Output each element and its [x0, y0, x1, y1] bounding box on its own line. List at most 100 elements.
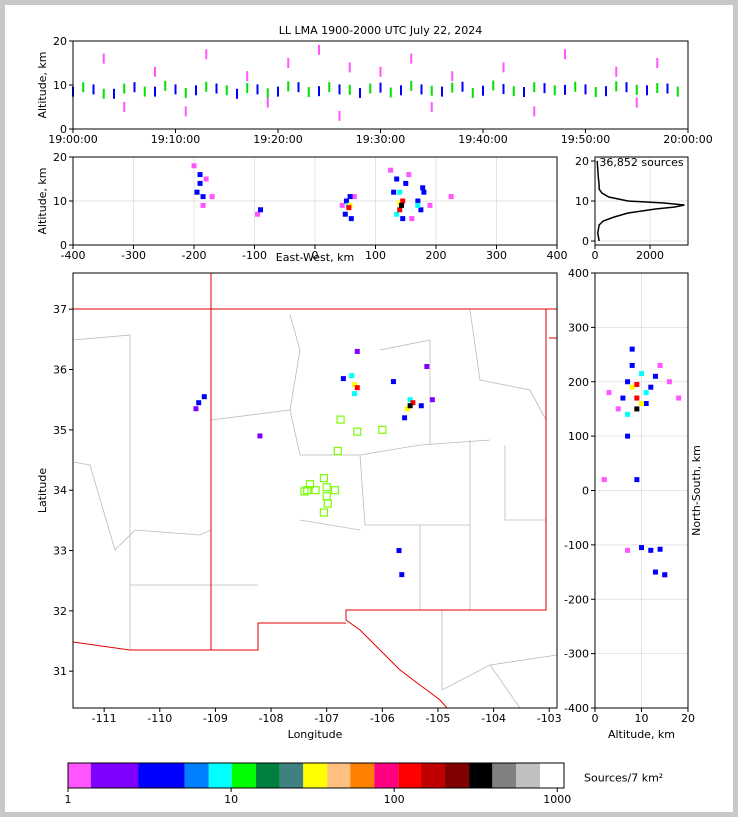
- source-point: [639, 401, 644, 406]
- colorbar-tick-label: 10: [224, 793, 238, 806]
- source-point: [652, 373, 658, 379]
- x-tick-label: -109: [203, 712, 228, 725]
- colorbar-segment: [255, 763, 280, 788]
- source-point: [339, 202, 345, 208]
- source-point: [348, 216, 354, 222]
- y-tick-label: 31: [53, 665, 67, 678]
- colorbar-tick-label: 1: [65, 793, 72, 806]
- source-point: [215, 83, 218, 94]
- source-point: [343, 198, 349, 204]
- y-tick-label: 33: [53, 545, 67, 558]
- station: [303, 486, 312, 495]
- source-point: [430, 102, 433, 112]
- source-point: [502, 62, 505, 73]
- source-point: [407, 403, 413, 409]
- source-point: [277, 86, 279, 97]
- source-point: [338, 84, 341, 95]
- station: [300, 487, 309, 496]
- x-tick-label: 100: [365, 249, 386, 262]
- source-point: [410, 53, 413, 64]
- y-tick-label: 0: [60, 239, 67, 252]
- source-point: [502, 83, 505, 94]
- y-tick-label: 37: [53, 303, 67, 316]
- county-lines: [73, 309, 557, 708]
- source-point: [394, 176, 400, 182]
- source-point: [639, 371, 644, 377]
- source-point: [634, 395, 640, 401]
- x-tick-label: -111: [92, 712, 117, 725]
- source-point: [648, 547, 654, 553]
- source-point: [397, 207, 403, 213]
- source-point: [615, 66, 618, 77]
- source-point: [197, 180, 203, 186]
- source-point: [400, 216, 406, 222]
- y-tick-label: 32: [53, 605, 67, 618]
- x-tick-label: 20: [681, 712, 695, 725]
- source-point: [451, 71, 454, 82]
- source-point: [410, 80, 413, 91]
- source-point: [246, 71, 249, 82]
- source-point: [340, 376, 346, 382]
- source-point: [656, 83, 659, 94]
- y-tick-label: 36: [53, 364, 67, 377]
- colorbar-segment: [469, 763, 493, 788]
- axes-frame: [72, 40, 689, 130]
- source-point: [201, 394, 207, 400]
- y-tick-label: 0: [60, 123, 67, 136]
- source-point: [407, 397, 413, 403]
- source-point: [451, 82, 454, 93]
- y-tick-label: 34: [53, 484, 67, 497]
- source-point: [391, 189, 397, 195]
- source-point: [594, 87, 597, 98]
- source-point: [406, 172, 412, 178]
- source-point: [342, 211, 348, 217]
- y-tick-label: 35: [53, 424, 67, 437]
- station: [336, 415, 345, 424]
- colorbar-segment: [540, 763, 564, 788]
- x-tick-label: 19:50:00: [561, 133, 610, 146]
- colorbar-segment: [138, 763, 185, 788]
- source-point: [427, 202, 433, 208]
- x-tick-label: 2000: [636, 249, 664, 262]
- station: [378, 425, 387, 434]
- source-point: [396, 548, 402, 554]
- x-tick-label: 400: [547, 249, 568, 262]
- source-point: [389, 87, 392, 98]
- source-point: [657, 362, 663, 368]
- source-point: [625, 433, 631, 439]
- source-point: [430, 85, 433, 96]
- x-tick-label: 0: [312, 249, 319, 262]
- source-point: [533, 82, 536, 93]
- source-point: [635, 84, 638, 95]
- source-point: [307, 87, 310, 98]
- y-tick-label: 0: [582, 485, 589, 498]
- source-point: [266, 88, 269, 99]
- source-point: [574, 81, 577, 92]
- y-axis-label: Altitude, km: [36, 51, 49, 118]
- y-tick-label: 10: [53, 79, 67, 92]
- x-axis-label: East-West, km: [276, 251, 354, 264]
- y-tick-label: 20: [53, 35, 67, 48]
- y-tick-label: -200: [564, 593, 589, 606]
- source-point: [194, 189, 200, 195]
- y-tick-label: 100: [568, 430, 589, 443]
- x-tick-label: 20:00:00: [663, 133, 712, 146]
- source-point: [634, 381, 640, 387]
- source-point: [102, 53, 105, 64]
- chart-title: LL LMA 1900-2000 UTC July 22, 2024: [279, 24, 482, 37]
- source-point: [553, 85, 556, 96]
- colorbar-segment: [445, 763, 470, 788]
- source-point: [195, 85, 197, 96]
- source-point: [424, 364, 430, 370]
- source-point: [400, 198, 406, 204]
- source-point: [482, 85, 484, 96]
- state-borders: [73, 273, 557, 708]
- source-point: [200, 194, 206, 200]
- source-point: [347, 194, 353, 200]
- source-point: [492, 80, 495, 91]
- colorbar-segment: [350, 763, 375, 788]
- colorbar-segment: [303, 763, 328, 788]
- source-point: [606, 390, 612, 396]
- source-point: [196, 400, 202, 406]
- y-tick-label: 200: [568, 376, 589, 389]
